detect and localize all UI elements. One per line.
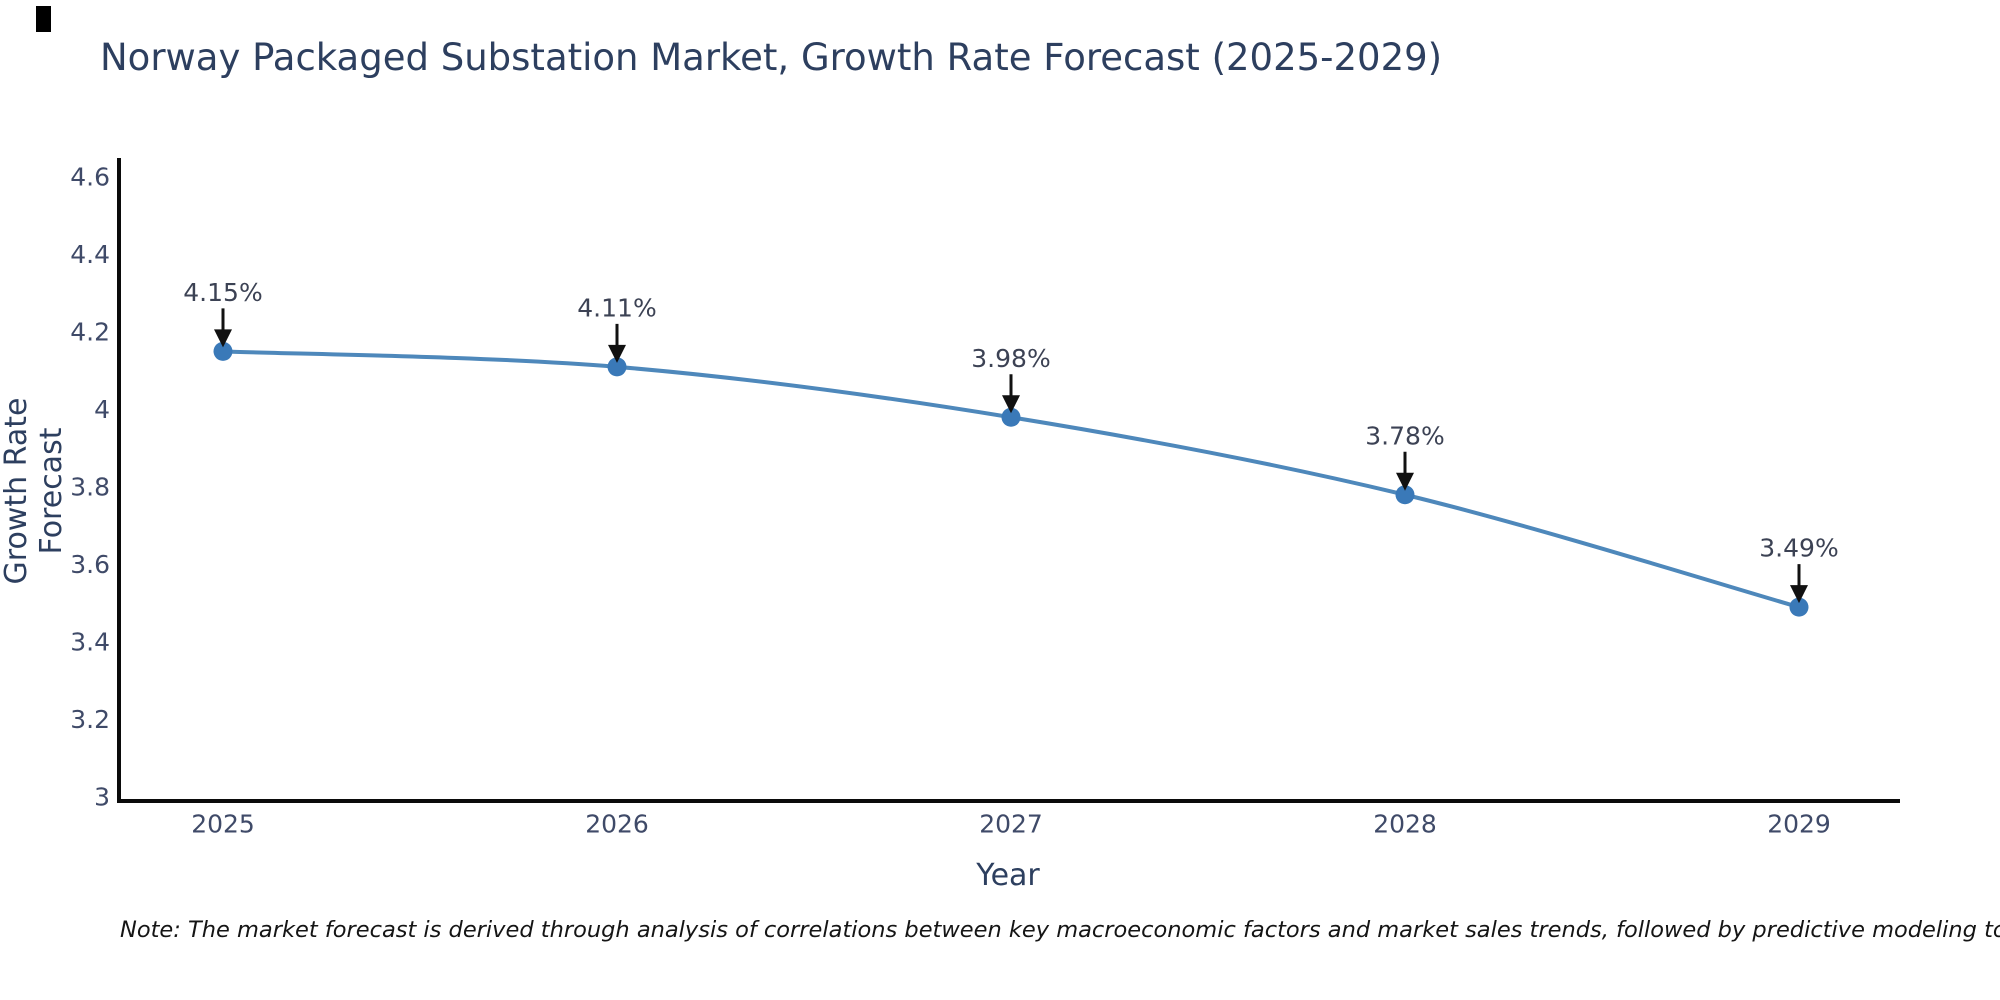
corner-glyph: [36, 6, 51, 32]
annotation-label: 3.78%: [1365, 421, 1444, 450]
annotation-arrowhead-icon: [214, 329, 232, 348]
data-point-marker: [1395, 485, 1415, 505]
footnote: Note: The market forecast is derived thr…: [120, 917, 2000, 943]
data-point-marker: [1789, 597, 1809, 617]
data-point-marker: [607, 357, 627, 377]
y-tick-label: 4.2: [70, 318, 110, 347]
y-tick-label: 4: [94, 395, 110, 424]
x-tick-label: 2026: [585, 810, 649, 839]
x-axis-title: Year: [976, 858, 1040, 893]
y-tick-label: 3.2: [70, 705, 110, 734]
annotation-arrowhead-icon: [1396, 472, 1414, 491]
data-point-markers: [213, 341, 1809, 617]
annotation-arrowhead-icon: [1002, 395, 1020, 414]
annotation-label: 3.98%: [971, 344, 1050, 373]
x-tick-label: 2028: [1373, 810, 1437, 839]
chart-title: Norway Packaged Substation Market, Growt…: [100, 36, 1443, 79]
y-tick-label: 4.6: [70, 163, 110, 192]
data-point-annotations: 4.15% 4.11% 3.98% 3.78% 3.49%: [183, 278, 1839, 604]
annotation-label: 4.11%: [577, 293, 656, 322]
y-tick-label: 3.4: [70, 628, 110, 657]
x-tick-label: 2025: [191, 810, 255, 839]
y-tick-labels: 4.6 4.4 4.2 4 3.8 3.6 3.4 3.2 3: [70, 163, 110, 812]
x-tick-labels: 2025 2026 2027 2028 2029: [191, 810, 1831, 839]
data-point-marker: [213, 341, 233, 361]
y-tick-label: 4.4: [70, 240, 110, 269]
x-tick-label: 2029: [1767, 810, 1831, 839]
data-point-marker: [1001, 407, 1021, 427]
y-tick-label: 3.6: [70, 550, 110, 579]
y-tick-label: 3: [94, 783, 110, 812]
x-tick-label: 2027: [979, 810, 1043, 839]
annotation-arrowhead-icon: [608, 344, 626, 363]
annotation-label: 3.49%: [1759, 534, 1838, 563]
y-tick-label: 3.8: [70, 473, 110, 502]
annotation-arrowhead-icon: [1790, 585, 1808, 604]
annotation-label: 4.15%: [183, 278, 262, 307]
